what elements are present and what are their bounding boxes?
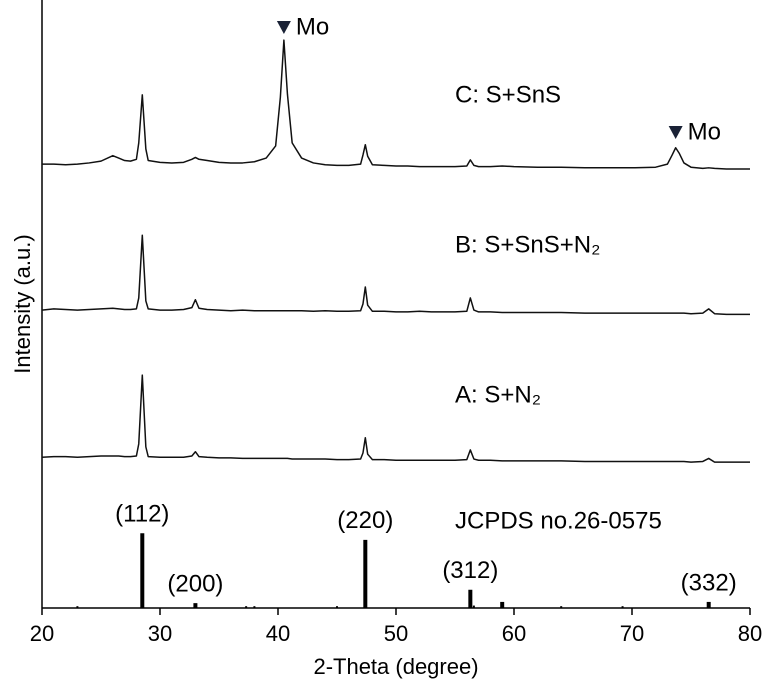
x-tick-label: 20 xyxy=(30,621,54,646)
pattern-line xyxy=(41,234,750,316)
x-axis-label: 2-Theta (degree) xyxy=(313,654,478,679)
reference-label: (312) xyxy=(442,557,498,584)
annotation-label: Mo xyxy=(296,13,329,40)
y-axis-label: Intensity (a.u.) xyxy=(10,234,35,373)
annotation-label: Mo xyxy=(688,118,721,145)
x-tick-label: 50 xyxy=(384,621,408,646)
annotation-marker xyxy=(276,21,291,34)
x-tick-label: 40 xyxy=(266,621,290,646)
x-tick-label: 80 xyxy=(738,621,762,646)
reference-name: JCPDS no.26-0575 xyxy=(455,507,662,534)
series-label: C: S+SnS xyxy=(455,81,561,108)
reference-label: (220) xyxy=(337,507,393,534)
x-tick-label: 60 xyxy=(502,621,526,646)
annotation-marker xyxy=(668,126,683,139)
series-label: A: S+N₂ xyxy=(455,381,541,408)
reference-label: (112) xyxy=(115,501,169,528)
pattern-line xyxy=(41,374,750,463)
x-tick-label: 70 xyxy=(620,621,644,646)
x-tick-label: 30 xyxy=(148,621,172,646)
reference-label: (332) xyxy=(681,569,737,596)
series-label: B: S+SnS+N₂ xyxy=(455,231,600,258)
pattern-line xyxy=(42,39,750,170)
reference-label: (200) xyxy=(167,570,223,597)
